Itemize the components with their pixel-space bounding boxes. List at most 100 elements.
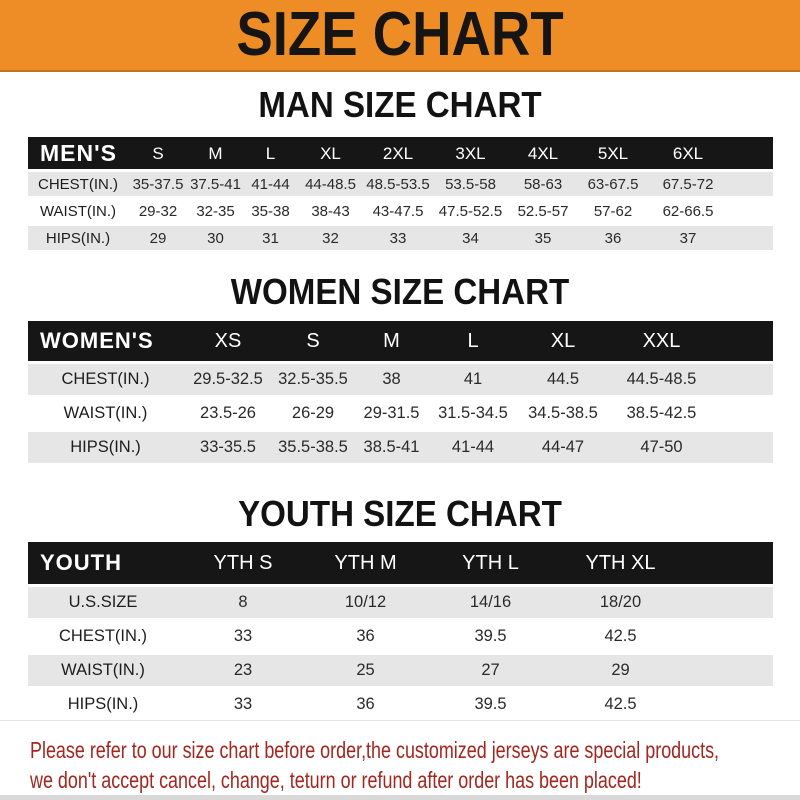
row-label: WAIST(IN.) [39,202,117,220]
size-value: 47-50 [640,438,683,457]
women-size-table: WOMEN'S XS S M L XL XXL CHEST(IN.) 29.5-32.5 32.5… [28,321,773,463]
order-note: Please refer to our size chart before or… [30,735,720,795]
size-value: 36 [356,627,375,646]
size-value: 41-44 [251,175,290,193]
table-header-row: WOMEN'S XS S M L XL XXL [28,321,773,361]
size-value: 35.5-38.5 [278,438,348,457]
column-header: M [208,143,223,163]
size-value: 32.5-35.5 [278,370,348,389]
size-value: 35 [534,229,552,247]
size-value: 32 [322,229,339,247]
size-value: 23.5-26 [200,404,256,423]
column-header: S [306,330,320,352]
size-value: 62-66.5 [662,202,714,220]
bottom-strip [0,795,800,800]
men-size-table: MEN'S S M L XL 2XL 3XL 4XL 5XL 6XL CHEST(IN.) 35-37… [28,137,773,250]
column-header: 4XL [527,143,559,163]
size-value: 36 [604,229,622,247]
size-value: 41-44 [451,438,495,457]
order-note-line2: we don't accept cancel, change, teturn o… [30,767,642,793]
youth-size-table: YOUTH YTH S YTH M YTH L YTH XL U.S.SIZE 8 10/12… [28,542,773,720]
size-value: 23 [233,661,253,680]
column-header: XXL [642,330,681,352]
size-value: 57-62 [593,202,633,220]
size-value: 34.5-38.5 [528,404,598,423]
table-row: WAIST(IN.) 23 25 27 29 [28,652,773,686]
table-row: WAIST(IN.) 23.5-26 26-29 29-31.5 31.5-34.5 34… [28,395,773,429]
size-value: 33-35.5 [200,438,256,457]
column-header: 6XL [672,143,704,163]
column-header: YTH S [213,552,273,574]
size-value: 31 [262,229,279,247]
row-label: U.S.SIZE [68,593,138,612]
size-value: 37 [679,229,697,247]
row-label: CHEST(IN.) [38,175,118,193]
table-header-row: MEN'S S M L XL 2XL 3XL 4XL 5XL 6XL [28,137,773,169]
column-header: 2XL [382,143,414,163]
column-header: S [152,143,164,163]
column-header: M [383,330,400,352]
size-value: 39.5 [474,627,507,646]
table-row: HIPS(IN.) 33-35.5 35.5-38.5 38.5-41 41-44 44-… [28,429,773,463]
size-value: 14/16 [469,593,512,612]
row-label: CHEST(IN.) [59,627,147,646]
size-value: 29 [611,661,630,680]
size-value: 29 [149,229,167,247]
table-row: CHEST(IN.) 35-37.5 37.5-41 41-44 44-48.5 48.5… [28,169,773,196]
table-corner-label: WOMEN'S [40,328,154,353]
size-value: 34 [462,229,479,247]
size-value: 63-67.5 [587,175,639,193]
column-header: YTH M [334,552,397,574]
size-value: 33 [233,627,253,646]
size-value: 35-38 [251,202,290,220]
size-value: 41 [463,370,483,389]
column-header: 5XL [597,143,629,163]
size-value: 36 [356,695,375,714]
size-value: 30 [207,229,224,247]
size-value: 10/12 [344,593,387,612]
size-value: 38.5-41 [363,438,420,457]
table-row: HIPS(IN.) 29 30 31 32 33 34 35 36 37 [28,223,773,250]
row-label: WAIST(IN.) [63,404,148,423]
size-value: 38-43 [311,202,350,220]
row-label: CHEST(IN.) [61,370,150,389]
size-value: 33 [389,229,407,247]
size-value: 67.5-72 [662,175,714,193]
size-value: 38.5-42.5 [626,404,697,423]
row-label: HIPS(IN.) [67,695,139,714]
size-value: 44-47 [541,438,585,457]
row-label: HIPS(IN.) [45,229,111,247]
women-size-section: WOMEN SIZE CHART WOMEN'S XS S M L XL XXL CHEST(… [0,272,800,463]
size-chart-banner: SIZE CHART [0,0,800,72]
table-row: CHEST(IN.) 33 36 39.5 42.5 [28,618,773,652]
size-value: 48.5-53.5 [366,175,430,193]
size-value: 58-63 [523,175,563,193]
size-value: 18/20 [599,593,642,612]
column-header: XL [550,330,576,352]
column-header: YTH XL [585,552,656,574]
size-value: 26-29 [291,404,335,423]
table-corner-label: MEN'S [40,139,117,166]
youth-size-chart-title: YOUTH SIZE CHART [238,493,562,534]
size-value: 47.5-52.5 [438,202,503,220]
women-size-chart-title: WOMEN SIZE CHART [230,271,570,312]
column-header: XS [214,330,242,352]
size-value: 53.5-58 [445,175,496,193]
size-value: 29-31.5 [363,404,420,423]
size-value: 31.5-34.5 [438,404,508,423]
man-size-section: MAN SIZE CHART MEN'S S M L XL 2XL 3XL 4XL 5XL 6XL… [0,85,800,250]
size-value: 25 [356,661,375,680]
column-header: 3XL [455,143,486,163]
column-header: L [265,143,276,163]
size-value: 32-35 [196,202,235,220]
table-row: U.S.SIZE 8 10/12 14/16 18/20 [28,584,773,618]
size-value: 8 [238,593,248,612]
table-header-row: YOUTH YTH S YTH M YTH L YTH XL [28,542,773,584]
row-label: HIPS(IN.) [70,438,141,457]
column-header: YTH L [462,552,519,574]
order-note-line1: Please refer to our size chart before or… [30,737,720,763]
size-value: 52.5-57 [517,202,569,220]
table-row: HIPS(IN.) 33 36 39.5 42.5 [28,686,773,720]
column-header: L [467,330,479,352]
table-row: WAIST(IN.) 29-32 32-35 35-38 38-43 43-47.5 47.… [28,196,773,223]
